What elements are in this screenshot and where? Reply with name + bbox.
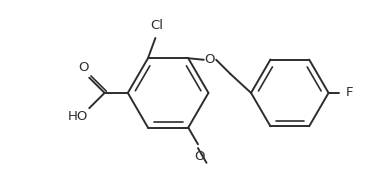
Text: O: O xyxy=(79,61,89,74)
Text: O: O xyxy=(205,52,215,66)
Text: F: F xyxy=(346,86,353,99)
Text: O: O xyxy=(194,151,205,163)
Text: Cl: Cl xyxy=(151,19,164,32)
Text: HO: HO xyxy=(68,110,89,123)
